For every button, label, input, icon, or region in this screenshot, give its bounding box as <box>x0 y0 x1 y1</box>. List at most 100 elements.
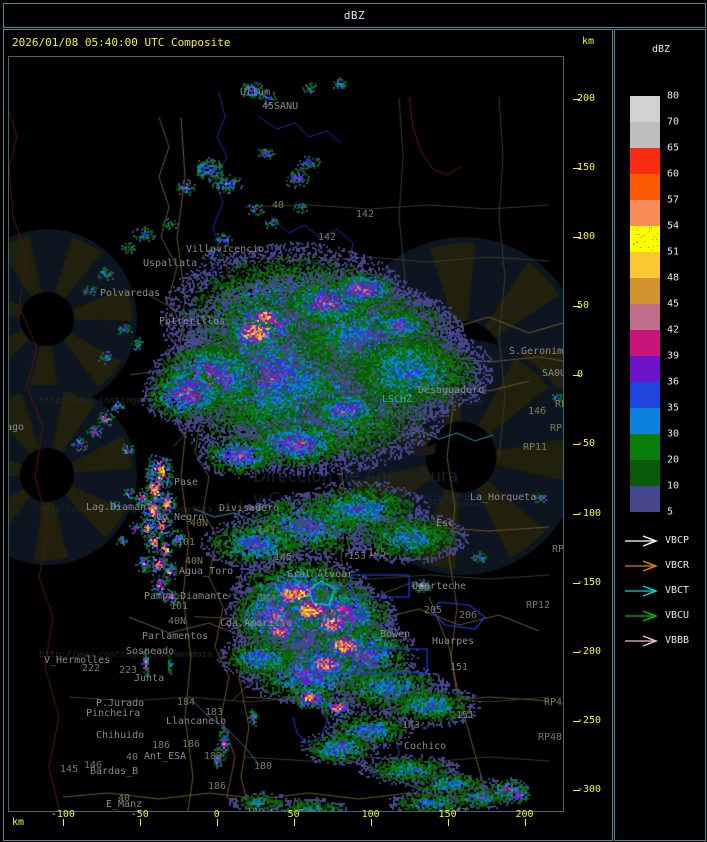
arrow-icon <box>625 635 659 647</box>
texture-dot <box>651 229 652 230</box>
colorbar-band[interactable] <box>630 486 660 512</box>
x-tick-mark <box>63 819 64 826</box>
radar-echo-raster[interactable] <box>9 57 563 811</box>
colorbar-band[interactable] <box>630 174 660 200</box>
texture-dot <box>644 235 645 236</box>
vector-legend-label: VBBB <box>665 635 689 646</box>
colorbar-tick-label: 10 <box>667 481 679 492</box>
y-tick-label: 0 <box>577 369 583 380</box>
colorbar-band[interactable] <box>630 252 660 278</box>
colorbar-band[interactable] <box>630 382 660 408</box>
timestamp-label: 2026/01/08 05:40:00 UTC Composite <box>12 36 231 49</box>
y-tick-label: -200 <box>577 646 601 657</box>
vector-legend-row: VBCT <box>625 578 705 603</box>
vector-legend-row: VBCP <box>625 528 705 553</box>
y-axis-unit-label: km <box>582 36 594 47</box>
x-tick-mark <box>525 819 526 826</box>
arrow-icon <box>625 610 659 622</box>
texture-dot <box>637 242 638 243</box>
colorbar-band[interactable] <box>630 434 660 460</box>
x-tick-label: 50 <box>288 809 300 820</box>
x-tick-mark <box>217 819 218 826</box>
radar-plot-panel: 2026/01/08 05:40:00 UTC Composite km km … <box>3 29 613 841</box>
vector-legend-row: VBCU <box>625 603 705 628</box>
colorbar-tick-label: 35 <box>667 403 679 414</box>
texture-dot <box>649 228 650 229</box>
colorbar-tick-label: 57 <box>667 195 679 206</box>
colorbar-tick-label: 39 <box>667 351 679 362</box>
x-tick-label: -50 <box>131 809 149 820</box>
texture-dot <box>654 236 655 237</box>
y-tick-label: -50 <box>577 438 595 449</box>
texture-dot <box>657 233 658 234</box>
colorbar-tick-label: 30 <box>667 429 679 440</box>
colorbar-band[interactable] <box>630 356 660 382</box>
texture-dot <box>639 234 640 235</box>
colorbar-title: dBZ <box>615 44 707 55</box>
colorbar-band[interactable] <box>630 148 660 174</box>
x-axis-unit-label: km <box>12 817 24 828</box>
texture-dot <box>641 237 642 238</box>
y-tick-label: -300 <box>577 784 601 795</box>
texture-dot <box>652 250 653 251</box>
y-tick-label: -100 <box>577 508 601 519</box>
vector-legend-row: VBBB <box>625 628 705 653</box>
colorbar-tick-label: 51 <box>667 247 679 258</box>
texture-dot <box>644 241 645 242</box>
colorbar-band[interactable] <box>630 122 660 148</box>
texture-dot <box>640 247 641 248</box>
colorbar-band[interactable] <box>630 96 660 122</box>
y-tick-label: -250 <box>577 715 601 726</box>
x-tick-label: 100 <box>362 809 380 820</box>
colorbar-tick-label: 20 <box>667 455 679 466</box>
arrow-icon <box>625 560 659 572</box>
texture-dot <box>633 243 634 244</box>
vector-legend-label: VBCT <box>665 585 689 596</box>
colorbar-panel: dBZ VBCP VBCR VBCT VBCU VBBB 80 70 65 60 57 54 51 4… <box>614 29 706 841</box>
texture-dot <box>648 247 649 248</box>
colorbar-tick-label: 54 <box>667 221 679 232</box>
x-tick-mark <box>140 819 141 826</box>
texture-dot <box>652 239 653 240</box>
x-tick-label: 150 <box>439 809 457 820</box>
x-tick-mark <box>371 819 372 826</box>
colorbar-band[interactable] <box>630 460 660 486</box>
colorbar-band[interactable] <box>630 330 660 356</box>
vector-legend-label: VBCR <box>665 560 689 571</box>
texture-dot <box>637 229 638 230</box>
colorbar-tick-label: 48 <box>667 273 679 284</box>
y-tick-label: 100 <box>577 231 595 242</box>
y-tick-label: 150 <box>577 162 595 173</box>
y-tick-label: 50 <box>577 300 589 311</box>
colorbar-scale[interactable] <box>630 96 660 512</box>
vector-legend-label: VBCP <box>665 535 689 546</box>
radar-map-canvas[interactable]: Ullum 45SANU Villavicencio Uspallata 40 142 14… <box>8 56 564 812</box>
vector-legend: VBCP VBCR VBCT VBCU VBBB <box>625 528 705 653</box>
colorbar-tick-label: 45 <box>667 299 679 310</box>
colorbar-band[interactable] <box>630 226 660 252</box>
colorbar-tick-label: 65 <box>667 143 679 154</box>
x-tick-label: -100 <box>51 809 75 820</box>
texture-dot <box>636 234 637 235</box>
texture-dot <box>657 245 658 246</box>
texture-dot <box>649 231 650 232</box>
colorbar-tick-label: 80 <box>667 91 679 102</box>
colorbar-band[interactable] <box>630 278 660 304</box>
colorbar-band[interactable] <box>630 200 660 226</box>
x-tick-label: 200 <box>515 809 533 820</box>
window-title-bar: dBZ <box>3 3 706 28</box>
x-tick-mark <box>294 819 295 826</box>
colorbar-band[interactable] <box>630 408 660 434</box>
x-tick-label: 0 <box>214 809 220 820</box>
page-title: dBZ <box>344 9 365 22</box>
colorbar-tick-label: 70 <box>667 117 679 128</box>
colorbar-band[interactable] <box>630 304 660 330</box>
colorbar-tick-label: 5 <box>667 507 673 518</box>
radar-viewer-window: dBZ 2026/01/08 05:40:00 UTC Composite km… <box>0 0 707 842</box>
vector-legend-label: VBCU <box>665 610 689 621</box>
y-tick-label: 200 <box>577 93 595 104</box>
texture-dot <box>653 246 654 247</box>
texture-dot <box>651 227 652 228</box>
arrow-icon <box>625 585 659 597</box>
colorbar-tick-label: 42 <box>667 325 679 336</box>
